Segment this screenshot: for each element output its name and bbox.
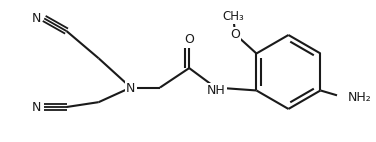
Text: N: N — [126, 82, 135, 95]
Text: CH₃: CH₃ — [222, 10, 244, 23]
Text: O: O — [184, 33, 194, 46]
Text: NH₂: NH₂ — [348, 91, 371, 104]
Text: N: N — [32, 101, 41, 113]
Text: NH: NH — [207, 84, 226, 97]
Text: N: N — [32, 12, 41, 25]
Text: O: O — [230, 29, 240, 41]
